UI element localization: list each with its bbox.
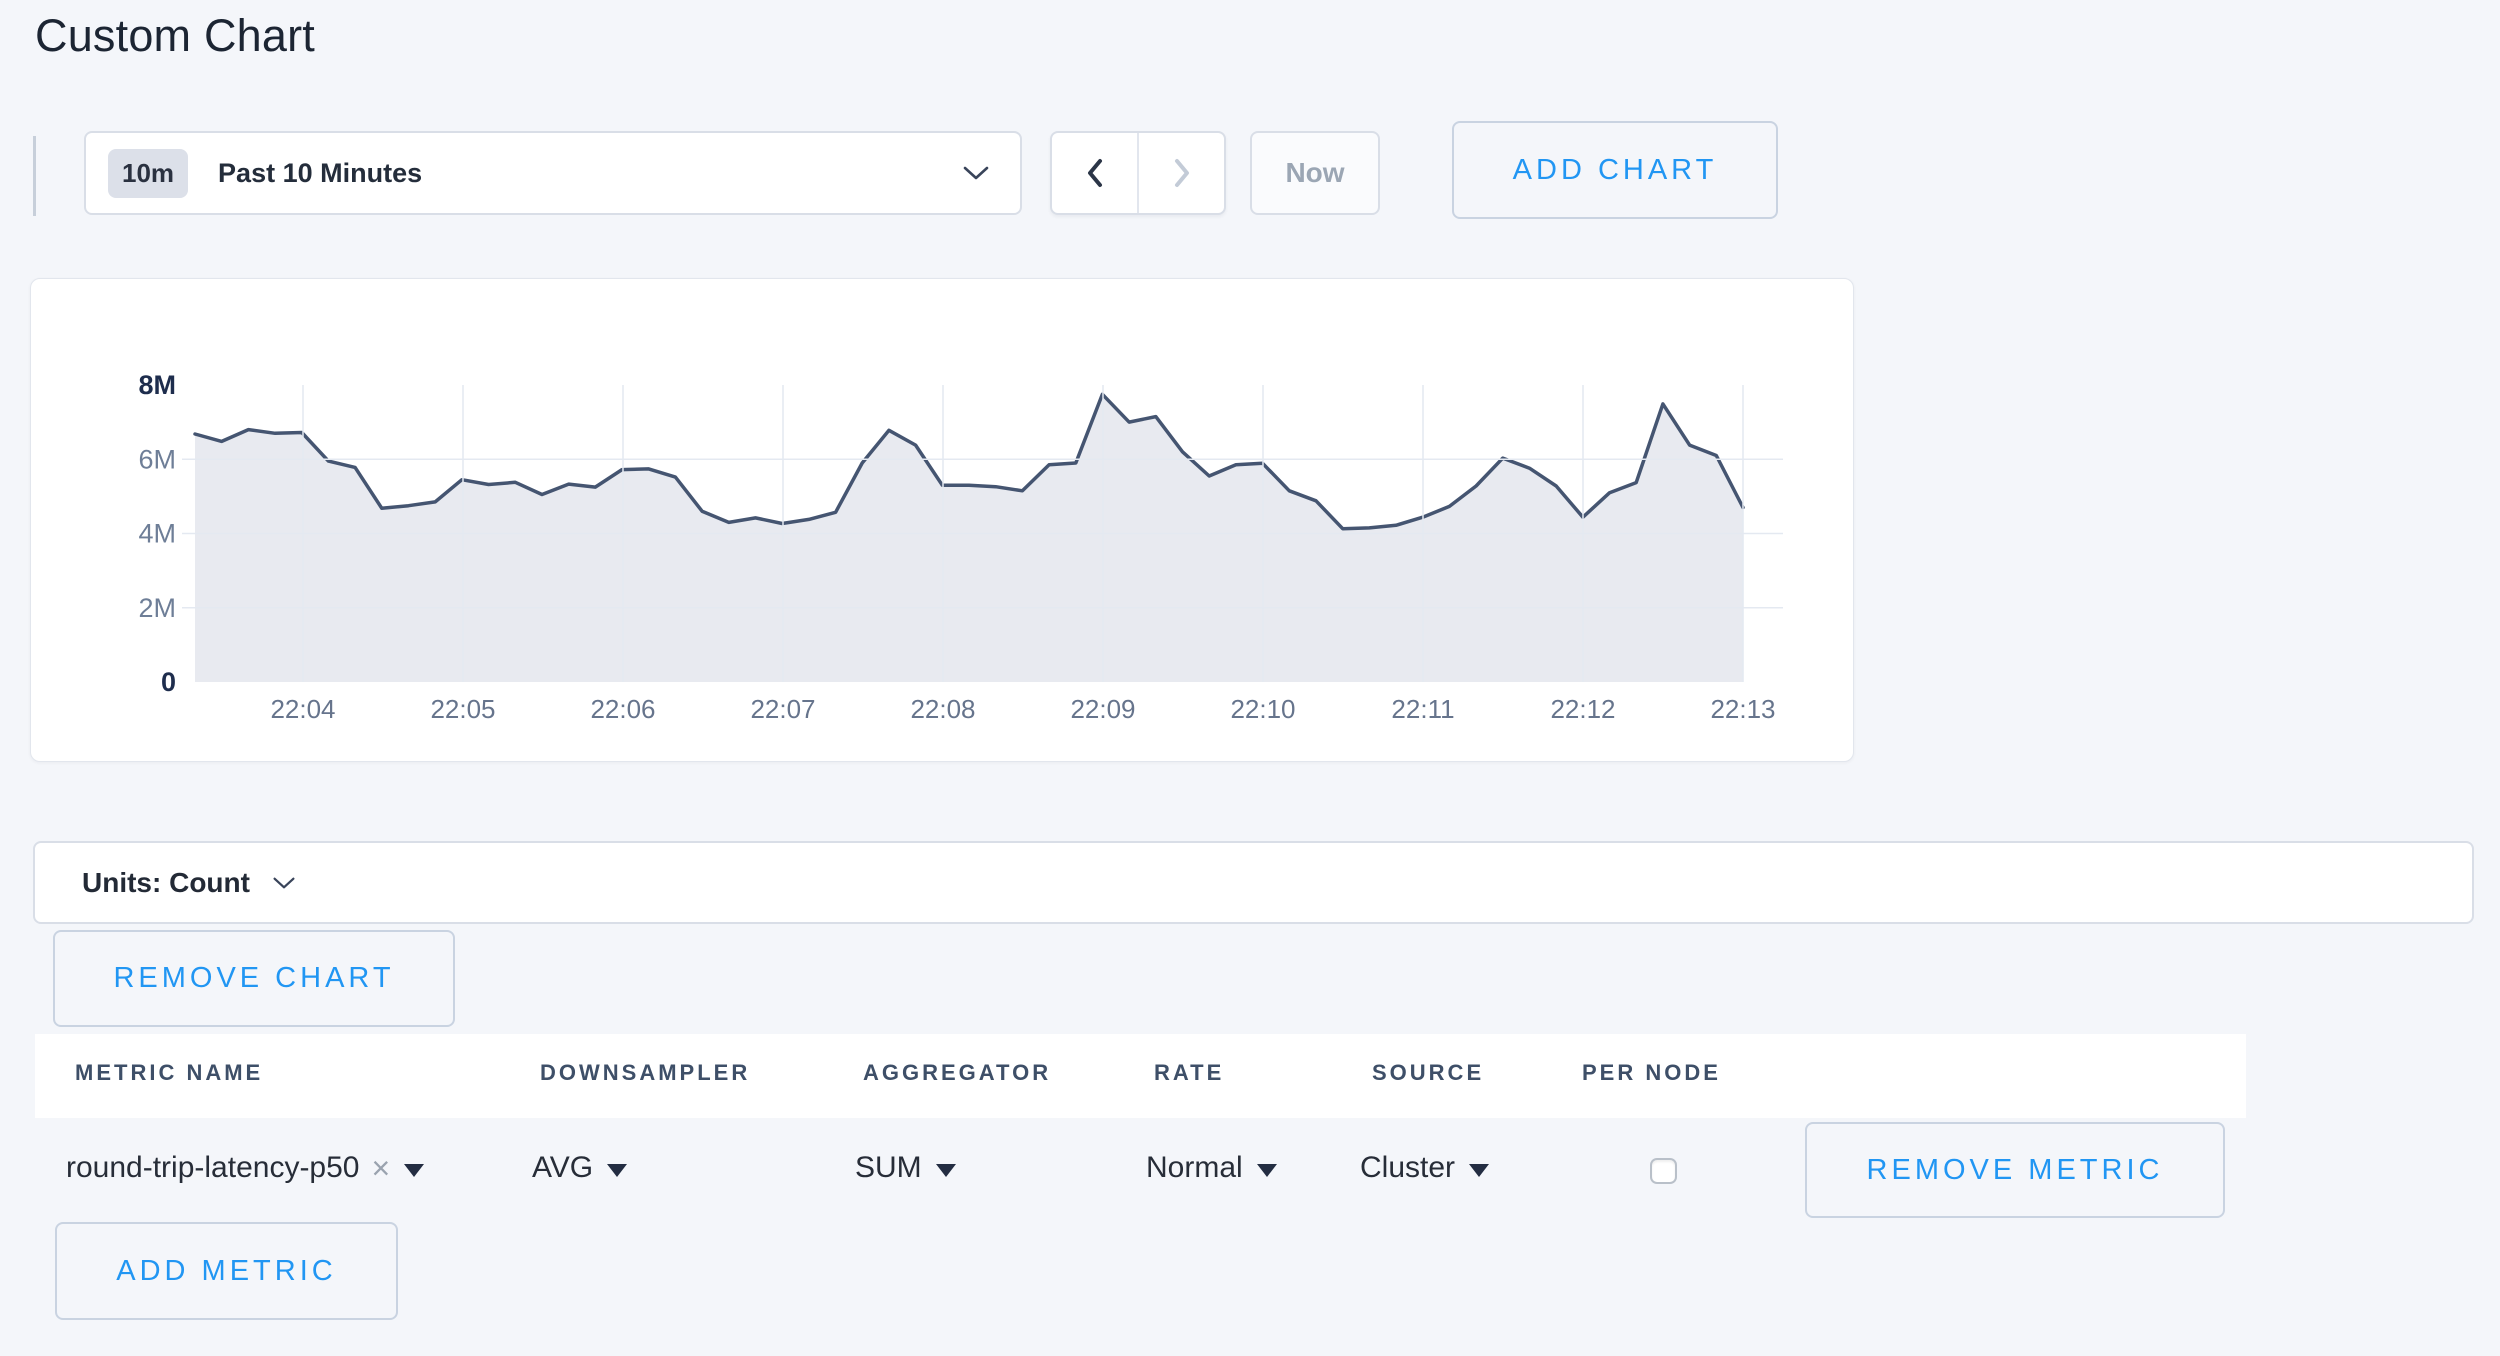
x-axis-labels: 22:04 22:05 22:06 22:07 22:08 22:09 22:10 22:11… [270,694,1775,724]
column-header-aggregator: AGGREGATOR [863,1060,1052,1085]
metric-name-select[interactable]: round-trip-latency-p50 × [66,1144,425,1192]
column-header-source: SOURCE [1372,1060,1485,1085]
column-header-downsampler: DOWNSAMPLER [540,1060,751,1085]
x-axis-label: 22:13 [1710,694,1775,724]
y-axis-label: 2M [138,593,176,623]
y-axis-labels: 0 2M 4M 6M 8M [138,370,176,697]
aggregator-value: SUM [855,1151,922,1184]
downsampler-select[interactable]: AVG [532,1144,628,1192]
units-selector[interactable]: Units: Count [33,841,2474,924]
x-axis-label: 22:08 [910,694,975,724]
chevron-down-icon [963,166,989,180]
chevron-left-icon [1087,159,1102,187]
x-axis-label: 22:06 [590,694,655,724]
metrics-table-header: METRIC NAME DOWNSAMPLER AGGREGATOR RATE … [35,1034,2246,1118]
source-select[interactable]: Cluster [1360,1144,1490,1192]
chevron-down-icon [273,877,295,888]
caret-down-icon [404,1163,425,1177]
x-axis-label: 22:04 [270,694,335,724]
y-axis-label: 6M [138,444,176,474]
downsampler-value: AVG [532,1151,594,1184]
add-chart-button[interactable]: ADD CHART [1452,121,1778,219]
x-axis-label: 22:10 [1230,694,1295,724]
area-series [193,392,1745,682]
time-nav-buttons [1050,131,1226,215]
units-label: Units: Count [82,866,250,898]
remove-metric-button[interactable]: REMOVE METRIC [1805,1122,2225,1218]
rate-value: Normal [1146,1151,1243,1184]
caret-down-icon [607,1163,628,1177]
y-axis-label: 0 [161,667,176,697]
now-button[interactable]: Now [1250,131,1380,215]
source-value: Cluster [1360,1151,1456,1184]
x-axis-label: 22:11 [1391,694,1454,724]
per-node-checkbox[interactable] [1650,1158,1677,1184]
remove-chart-button[interactable]: REMOVE CHART [53,930,455,1027]
time-window-label: Past 10 Minutes [218,157,423,188]
time-window-badge: 10m [108,148,189,198]
caret-down-icon [1469,1163,1490,1177]
rate-select[interactable]: Normal [1146,1144,1277,1192]
toolbar-divider [33,136,36,216]
column-header-metric-name: METRIC NAME [75,1060,264,1085]
grid-lines [182,385,1783,682]
caret-down-icon [1256,1163,1277,1177]
page-title: Custom Chart [35,10,315,61]
chart-card: 0 2M 4M 6M 8M 22:04 22:05 22:06 22:07 22:08 22:09 2… [30,278,1854,762]
column-header-per-node: PER NODE [1582,1060,1721,1085]
column-header-rate: RATE [1154,1060,1225,1085]
add-metric-button[interactable]: ADD METRIC [55,1222,398,1320]
prev-time-button[interactable] [1052,133,1137,213]
chevron-right-icon [1174,159,1189,187]
y-axis-label: 4M [138,519,176,549]
x-axis-label: 22:07 [750,694,815,724]
clear-metric-icon[interactable]: × [371,1149,391,1186]
time-window-dropdown[interactable]: 10m Past 10 Minutes [84,131,1022,215]
caret-down-icon [935,1163,956,1177]
x-axis-label: 22:09 [1070,694,1135,724]
x-axis-label: 22:12 [1550,694,1615,724]
y-axis-label: 8M [138,370,176,400]
next-time-button[interactable] [1137,133,1224,213]
x-axis-label: 22:05 [430,694,495,724]
aggregator-select[interactable]: SUM [855,1144,956,1192]
metric-name-value: round-trip-latency-p50 [66,1151,360,1184]
metric-line [193,392,1745,531]
